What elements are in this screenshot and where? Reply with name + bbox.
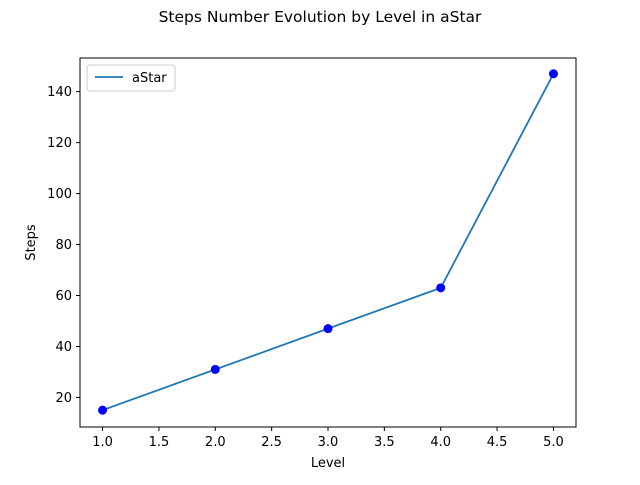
plot-area: [80, 58, 576, 427]
x-tick-label: 2.0: [205, 435, 226, 450]
x-tick-label: 4.0: [430, 435, 451, 450]
y-tick-label: 120: [47, 136, 72, 151]
x-tick-label: 5.0: [543, 435, 564, 450]
chart-title: Steps Number Evolution by Level in aStar: [159, 8, 482, 26]
x-tick-label: 3.0: [318, 435, 339, 450]
data-point: [323, 324, 333, 334]
x-tick-label: 4.5: [487, 435, 508, 450]
plot-frame: [79, 57, 577, 428]
y-tick-label: 20: [55, 391, 72, 406]
y-tick-label: 40: [55, 340, 72, 355]
x-tick-label: 3.5: [374, 435, 395, 450]
y-tick-label: 60: [55, 289, 72, 304]
data-point: [548, 69, 558, 79]
x-tick-label: 1.0: [92, 435, 113, 450]
y-tick-label: 100: [47, 187, 72, 202]
data-point: [98, 405, 108, 415]
y-tick-label: 80: [55, 238, 72, 253]
x-axis-ticks: 1.0 1.5 2.0 2.5 3.0 3.5 4.0 4.5 5.0: [92, 427, 564, 450]
x-tick-label: 1.5: [149, 435, 170, 450]
data-layer: [98, 69, 558, 415]
y-tick-label: 140: [47, 85, 72, 100]
x-axis-label: Level: [311, 456, 345, 471]
legend: aStar: [86, 64, 176, 92]
x-tick-label: 2.5: [261, 435, 282, 450]
data-point: [210, 364, 220, 374]
legend-box: [86, 64, 176, 92]
data-point: [436, 283, 446, 293]
legend-label-astar: aStar: [132, 71, 167, 86]
y-axis-label: Steps: [24, 224, 39, 261]
y-axis-ticks: 20 40 60 80 100 120 140: [47, 85, 80, 406]
